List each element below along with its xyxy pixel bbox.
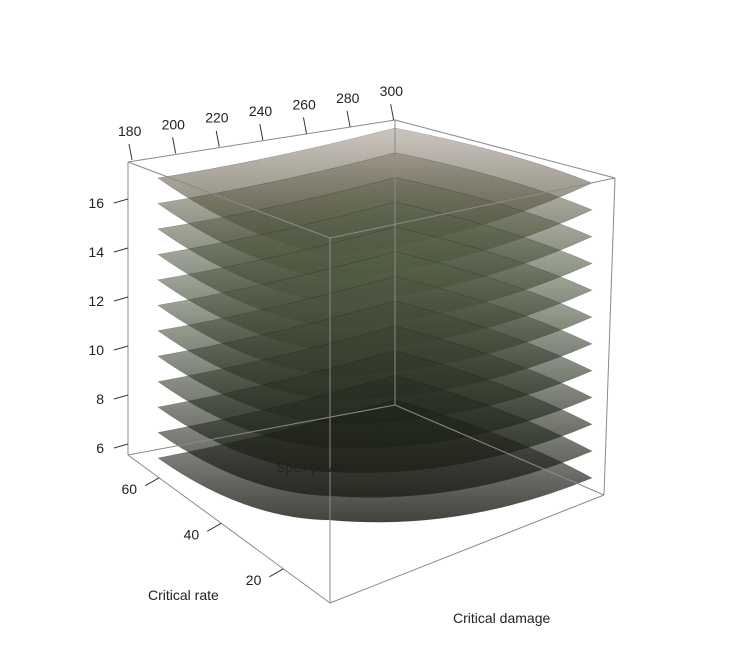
z-tick-label-240: 240 (249, 103, 273, 119)
z-tick-mark-240 (259, 124, 264, 141)
y-tick-mark-40 (206, 522, 222, 532)
z-tick-label-280: 280 (336, 90, 360, 106)
value-tick-label-8: 8 (96, 391, 104, 407)
z-tick-mark-280 (346, 110, 351, 127)
z-tick-label-180: 180 (118, 123, 142, 139)
z-tick-mark-180 (128, 143, 133, 161)
y-tick-label-40: 40 (184, 526, 200, 542)
box-edge-bottom-front-left (127, 454, 331, 604)
z-tick-mark-260 (302, 117, 307, 134)
x-axis-label: Critical damage (453, 610, 550, 626)
value-tick-mark-6 (113, 443, 129, 449)
bounding-box (127, 119, 616, 604)
box-edge-bottom-back-right (394, 404, 605, 496)
value-tick-label-12: 12 (88, 293, 104, 309)
value-tick-label-10: 10 (88, 342, 104, 358)
value-tick-mark-16 (113, 198, 129, 204)
y-tick-label-60: 60 (121, 481, 137, 497)
value-tick-label-16: 16 (88, 195, 104, 211)
z-tick-mark-220 (215, 130, 220, 147)
y-tick-mark-20 (269, 568, 284, 578)
value-tick-label-6: 6 (96, 440, 104, 456)
z-tick-label-260: 260 (292, 96, 316, 112)
box-edge-top-back-right (394, 119, 616, 179)
value-tick-label-14: 14 (88, 244, 104, 260)
box-edge-bottom-back-left (127, 404, 396, 456)
value-tick-mark-12 (113, 296, 129, 302)
z-tick-mark-200 (172, 137, 177, 154)
box-edge-top-back-left (127, 119, 396, 163)
y-tick-mark-60 (144, 477, 160, 487)
box-edge-top-front-right (329, 177, 616, 239)
tick-layer: 180 200 220 240 260 280 300 6 8 10 12 14 16 20 40 60 (88, 83, 403, 588)
z-tick-label-300: 300 (380, 83, 404, 99)
z-tick-label-220: 220 (205, 110, 229, 126)
value-tick-mark-8 (113, 394, 129, 400)
z-tick-label-200: 200 (162, 116, 186, 132)
y-tick-label-20: 20 (246, 572, 262, 588)
value-tick-mark-14 (113, 247, 129, 253)
surfaces-layer (157, 127, 593, 523)
box-edge-top-front-left (127, 161, 331, 239)
z-axis-label: Spell power (276, 459, 349, 475)
z-tick-mark-300 (390, 104, 395, 121)
box-edge-vertical-right (603, 177, 616, 496)
value-tick-mark-10 (113, 345, 129, 351)
surface-level-5 (157, 399, 593, 523)
box-edge-bottom-front-right (329, 494, 605, 604)
y-axis-label: Critical rate (148, 587, 219, 603)
